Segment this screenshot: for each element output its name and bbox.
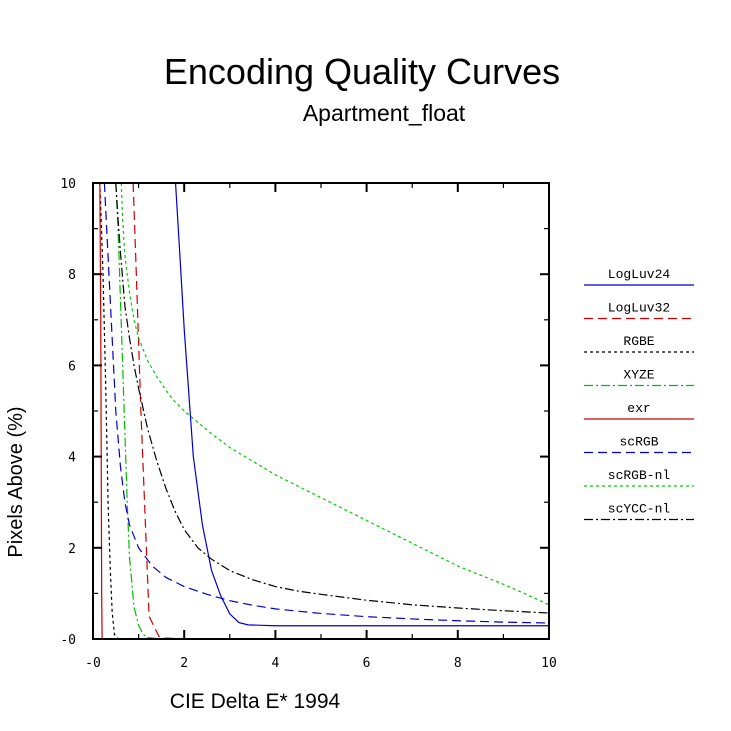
y-tick-label: 4 [68, 451, 76, 466]
x-tick-label: 8 [454, 656, 462, 671]
series-layer [99, 183, 549, 639]
series-line-rgbe [99, 183, 549, 639]
y-tick-label: 6 [68, 359, 76, 374]
plot-frame [92, 182, 550, 640]
chart-subtitle: Apartment_float [303, 100, 466, 126]
y-tick-label: 2 [68, 542, 76, 557]
legend-label-exr: exr [627, 401, 650, 416]
series-line-scycc-nl [115, 183, 549, 614]
x-axis-label: CIE Delta E* 1994 [170, 690, 341, 713]
series-line-logluv24 [174, 183, 549, 627]
ticks-layer: -0 2 4 6 8 10 -0 2 4 6 8 10 [60, 177, 556, 671]
series-line-logluv32 [132, 183, 549, 639]
legend-label-rgbe: RGBE [623, 334, 654, 349]
series-line-scrgb-nl [120, 183, 549, 606]
x-tick-label: 10 [541, 656, 557, 671]
series-line-xyze [115, 183, 549, 639]
x-tick-label: -0 [85, 656, 101, 671]
x-tick-label: 4 [271, 656, 279, 671]
series-line-exr [99, 183, 549, 639]
legend-label-logluv32: LogLuv32 [608, 301, 670, 316]
chart-title: Encoding Quality Curves [164, 51, 560, 92]
legend-label-scrgb: scRGB [619, 435, 658, 450]
legend-label-scrgb-nl: scRGB-nl [608, 468, 671, 483]
y-axis-label: Pixels Above (%) [5, 406, 27, 557]
y-tick-label: 8 [68, 268, 76, 283]
legend-label-scycc-nl: scYCC-nl [608, 502, 671, 517]
legend: LogLuv24 LogLuv32 RGBE XYZE exr scRGB scRGB-nl… [584, 267, 694, 521]
y-tick-label: 10 [60, 177, 76, 192]
y-tick-label: -0 [60, 633, 76, 648]
x-tick-label: 2 [180, 656, 188, 671]
series-line-scrgb [103, 183, 549, 624]
x-tick-label: 6 [363, 656, 371, 671]
legend-label-logluv24: LogLuv24 [608, 267, 671, 282]
legend-label-xyze: XYZE [623, 368, 654, 383]
